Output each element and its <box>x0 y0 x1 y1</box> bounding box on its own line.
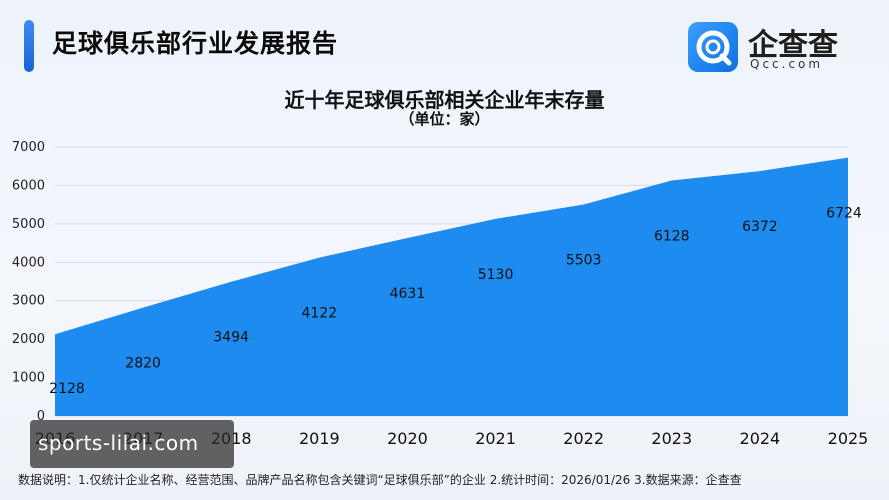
x-tick-label: 2019 <box>299 429 340 448</box>
y-tick-label: 0 <box>37 409 45 424</box>
x-tick-label: 2021 <box>475 429 516 448</box>
x-tick-label: 2025 <box>828 429 869 448</box>
watermark-text: sports-lilai.com <box>38 431 199 455</box>
logo-name-cn: 企查查 <box>748 28 838 63</box>
qcc-logo-icon <box>688 22 738 72</box>
y-tick-label: 6000 <box>12 178 45 193</box>
data-label: 6372 <box>742 219 778 235</box>
qcc-logo: 企查查 Qcc.com <box>688 20 863 74</box>
y-tick-label: 4000 <box>12 255 45 270</box>
data-label: 5503 <box>566 253 602 269</box>
footnote: 数据说明：1.仅统计企业名称、经营范围、品牌产品名称包含关键词“足球俱乐部”的企… <box>18 473 742 487</box>
logo-name-en: Qcc.com <box>750 57 824 71</box>
y-tick-label: 5000 <box>12 217 45 232</box>
area-series <box>55 157 848 416</box>
data-label: 2820 <box>125 356 161 372</box>
x-tick-label: 2023 <box>651 429 692 448</box>
x-tick-label: 2020 <box>387 429 428 448</box>
chart-subtitle: （单位：家） <box>399 110 490 128</box>
report-title: 足球俱乐部行业发展报告 <box>52 29 339 58</box>
data-label: 6724 <box>826 206 862 222</box>
y-tick-label: 2000 <box>12 332 45 347</box>
x-tick-label: 2024 <box>740 429 781 448</box>
watermark: sports-lilai.com <box>30 420 234 468</box>
y-tick-label: 1000 <box>12 371 45 386</box>
y-tick-label: 3000 <box>12 294 45 309</box>
header-accent-bar <box>24 20 34 72</box>
data-label: 6128 <box>654 229 690 245</box>
data-label: 3494 <box>213 330 249 346</box>
data-label: 5130 <box>478 267 514 283</box>
x-tick-label: 2022 <box>563 429 604 448</box>
chart-title: 近十年足球俱乐部相关企业年末存量 <box>284 88 605 112</box>
data-label: 2128 <box>49 381 85 397</box>
area-chart: 0100020003000400050006000700020162017201… <box>12 140 869 448</box>
y-tick-label: 7000 <box>12 140 45 155</box>
data-label: 4631 <box>390 286 426 302</box>
data-label: 4122 <box>302 306 338 322</box>
